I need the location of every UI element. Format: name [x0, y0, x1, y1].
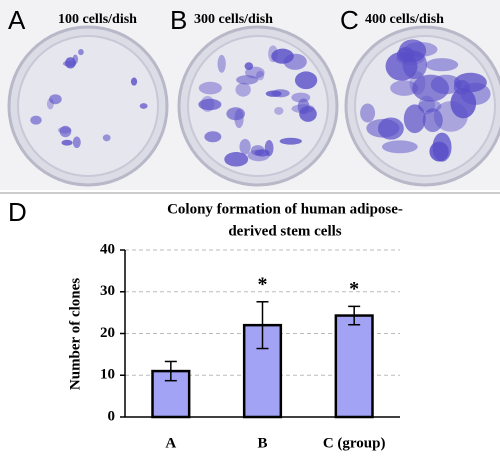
colony — [236, 75, 259, 85]
colony — [65, 57, 76, 69]
colony — [59, 125, 72, 138]
colony — [49, 94, 62, 105]
colony — [381, 140, 418, 154]
error-bar — [164, 360, 177, 382]
colony — [360, 103, 376, 123]
panel-caption: 100 cells/dish — [58, 12, 137, 27]
colony — [425, 58, 459, 72]
colony — [130, 77, 138, 86]
colony — [409, 71, 426, 95]
colony — [46, 98, 54, 110]
y-tick-label: 0 — [108, 408, 116, 424]
panel-caption: 400 cells/dish — [365, 12, 444, 27]
colony — [224, 152, 249, 167]
y-axis-label: Number of clones — [67, 278, 83, 390]
colony — [254, 149, 270, 157]
colony — [198, 98, 222, 111]
y-tick-label: 10 — [100, 367, 115, 383]
colony — [274, 107, 284, 115]
colony — [430, 74, 462, 95]
colony — [294, 71, 318, 90]
colony — [271, 89, 290, 98]
colony — [198, 81, 222, 95]
colony — [226, 107, 245, 121]
y-tick-label: 30 — [100, 283, 115, 299]
x-tick-label: A — [165, 435, 176, 451]
colony — [235, 82, 251, 97]
colony — [432, 132, 452, 162]
panel-label: B — [170, 5, 187, 35]
error-bar — [256, 301, 269, 350]
colony — [403, 104, 426, 134]
panel-label: D — [8, 197, 27, 227]
x-tick-label: B — [257, 435, 267, 451]
colony — [279, 137, 302, 145]
x-tick-label: C (group) — [323, 435, 386, 451]
colony — [204, 131, 222, 143]
colony — [102, 134, 111, 142]
dish — [17, 35, 159, 177]
colony — [398, 39, 427, 63]
colony — [418, 95, 436, 115]
significance-marker: * — [258, 273, 268, 295]
colony — [30, 115, 42, 125]
colony — [377, 117, 404, 140]
colony — [217, 54, 226, 73]
y-tick-label: 20 — [100, 325, 115, 341]
significance-marker: * — [349, 278, 359, 300]
colony — [271, 48, 294, 64]
bar — [334, 314, 374, 419]
colony — [61, 139, 73, 146]
y-tick-label: 40 — [100, 241, 115, 257]
dishes — [7, 25, 500, 187]
colony — [390, 80, 419, 96]
colony — [396, 52, 425, 65]
colony — [422, 108, 443, 133]
colony — [291, 92, 311, 103]
colony — [417, 99, 442, 113]
chart-title: derived stem cells — [228, 223, 341, 239]
colony — [239, 138, 251, 155]
panel-label: A — [8, 5, 26, 35]
panel-caption: 300 cells/dish — [194, 12, 273, 27]
colony — [245, 66, 265, 79]
colony — [244, 62, 254, 71]
chart-title: Colony formation of human adipose- — [167, 201, 403, 217]
panel-label: C — [340, 5, 359, 35]
colony — [200, 95, 215, 112]
colony — [299, 106, 317, 122]
colony — [256, 70, 265, 81]
error-bar — [348, 305, 361, 326]
colony — [72, 136, 81, 149]
colony — [450, 88, 477, 119]
colony — [139, 103, 148, 109]
colony — [78, 49, 84, 56]
colony — [291, 104, 315, 114]
